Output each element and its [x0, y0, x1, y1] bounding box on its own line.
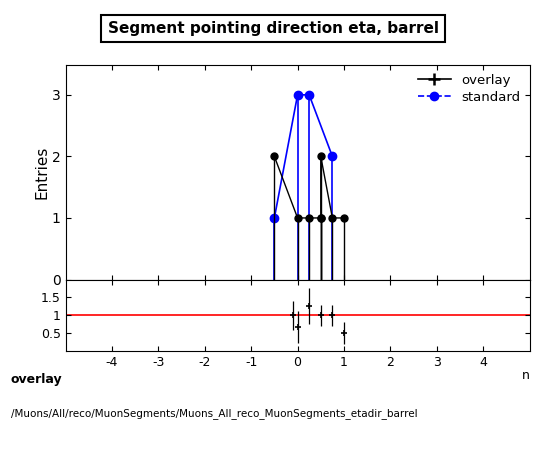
Y-axis label: Entries: Entries — [34, 146, 49, 199]
Text: n: n — [522, 369, 530, 382]
Legend: overlay, standard: overlay, standard — [415, 71, 523, 107]
Text: /Muons/All/reco/MuonSegments/Muons_All_reco_MuonSegments_etadir_barrel: /Muons/All/reco/MuonSegments/Muons_All_r… — [11, 408, 418, 419]
Text: overlay: overlay — [11, 373, 63, 386]
Text: Segment pointing direction eta, barrel: Segment pointing direction eta, barrel — [108, 21, 438, 36]
